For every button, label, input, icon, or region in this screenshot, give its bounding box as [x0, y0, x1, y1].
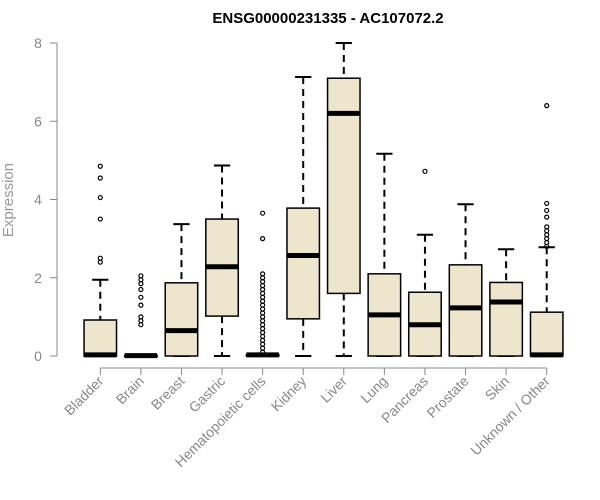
box-iqr	[326, 77, 361, 295]
outlier-point	[97, 163, 103, 169]
outlier-point	[544, 200, 550, 207]
outlier-point	[97, 175, 103, 181]
box-gastric	[205, 164, 240, 357]
box-hematopoietic-cells	[245, 210, 280, 358]
x-tick-label: Prostate	[423, 373, 471, 421]
y-tick-label: 6	[34, 113, 42, 129]
outlier-point	[260, 271, 266, 277]
outlier-point	[97, 194, 103, 201]
x-tick-label: Kidney	[268, 373, 310, 415]
box-iqr	[489, 281, 524, 357]
outlier-point	[544, 224, 550, 230]
x-tick-label: Skin	[482, 373, 513, 404]
box-liver	[326, 42, 361, 357]
box-pancreas	[407, 168, 442, 357]
box-series	[83, 42, 564, 359]
box-iqr	[83, 319, 118, 357]
x-tick-label: Lung	[357, 373, 390, 406]
outlier-point	[260, 236, 266, 242]
y-tick-label: 2	[34, 270, 42, 286]
box-breast	[164, 223, 199, 357]
y-tick-label: 4	[34, 192, 42, 208]
box-brain	[123, 273, 158, 359]
x-tick-label: Bladder	[61, 373, 107, 419]
outlier-point	[97, 255, 103, 261]
outlier-point	[138, 273, 144, 279]
outlier-point	[544, 207, 550, 214]
box-bladder	[83, 163, 118, 358]
box-iqr	[286, 207, 321, 320]
box-prostate	[448, 203, 483, 357]
box-lung	[367, 152, 402, 357]
outlier-point	[138, 302, 144, 308]
outlier-point	[97, 216, 103, 222]
outlier-point	[138, 286, 144, 293]
y-axis-label: Expression	[0, 163, 17, 237]
box-skin	[489, 248, 524, 357]
x-tick-label: Brain	[113, 373, 147, 407]
outlier-point	[138, 314, 144, 320]
outlier-point	[544, 102, 550, 109]
y-tick-label: 8	[34, 35, 42, 51]
outlier-point	[138, 294, 144, 300]
outlier-point	[544, 214, 550, 220]
x-tick-label: Breast	[148, 373, 188, 413]
chart-title: ENSG00000231335 - AC107072.2	[212, 10, 443, 27]
box-iqr	[448, 264, 483, 357]
x-tick-label: Liver	[317, 373, 350, 406]
box-iqr	[529, 311, 564, 357]
outlier-point	[260, 210, 266, 216]
y-tick-label: 0	[34, 348, 42, 364]
outlier-point	[422, 168, 428, 174]
y-axis: 0 2 4 6 8	[34, 35, 58, 364]
box-kidney	[286, 76, 321, 357]
box-unknown-other	[529, 102, 564, 358]
box-iqr	[164, 282, 199, 357]
